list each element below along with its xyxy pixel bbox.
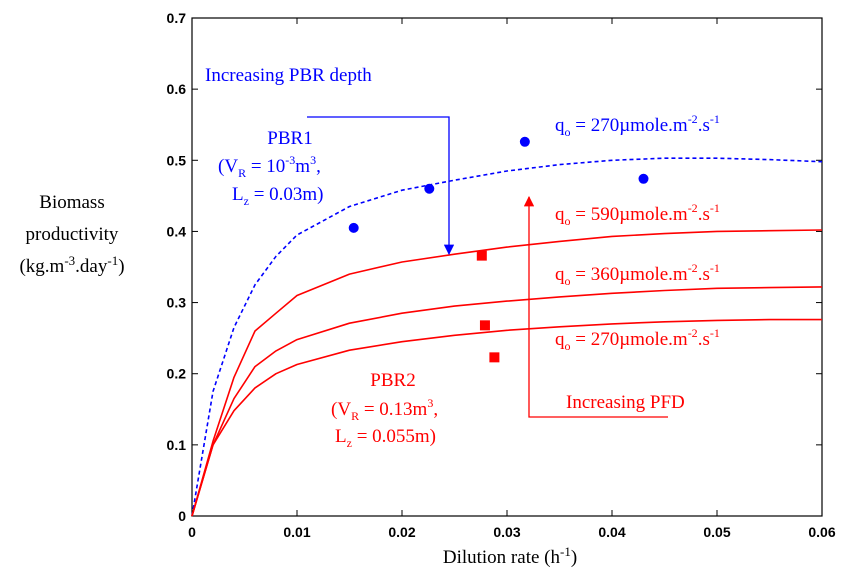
y-tick-label: 0.6 [167, 81, 187, 97]
data-point-square [476, 250, 487, 261]
series-line-1 [191, 157, 823, 517]
svg-text:(VR = 10-3m3,: (VR = 10-3m3, [218, 153, 321, 180]
data-point-circle [424, 183, 435, 194]
y-tick-label: 0.3 [167, 295, 187, 311]
data-point-square [489, 352, 500, 363]
x-tick-label: 0.03 [493, 524, 520, 540]
q-label-270-blue: qo = 270µmole.m-2.s-1 [555, 112, 720, 139]
x-tick-label: 0 [188, 524, 196, 540]
increasing-pfd-label: Increasing PFD [566, 392, 685, 413]
data-point-circle [348, 222, 359, 233]
data-point-square [479, 320, 490, 331]
y-tick-label: 0.2 [167, 366, 187, 382]
data-point-circle [519, 136, 530, 147]
svg-text:(VR = 0.13m3,: (VR = 0.13m3, [331, 396, 438, 423]
q-label-360: qo = 360µmole.m-2.s-1 [555, 261, 720, 288]
series-layer [191, 157, 823, 517]
increasing-pbr-depth-arrow [307, 116, 455, 256]
x-tick-label: 0.02 [388, 524, 415, 540]
pbr1-annotation: PBR1 (VR = 10-3m3, Lz = 0.03m) [218, 128, 324, 208]
y-tick-label: 0.5 [167, 152, 187, 168]
svg-text:PBR2: PBR2 [370, 370, 415, 391]
x-tick-label: 0.04 [598, 524, 625, 540]
series-line-4 [191, 318, 822, 517]
y-tick-label: 0.4 [167, 223, 187, 239]
increasing-pbr-depth-label: Increasing PBR depth [205, 65, 372, 86]
data-point-circle [638, 173, 649, 184]
series-line-2 [191, 229, 823, 517]
y-tick-label: 0 [178, 508, 186, 524]
pbr2-annotation: PBR2 (VR = 0.13m3, Lz = 0.055m) [331, 370, 438, 450]
y-tick-label: 0.1 [167, 437, 187, 453]
x-tick-label: 0.05 [703, 524, 730, 540]
points-layer [348, 136, 649, 363]
increasing-pfd-arrow [523, 195, 668, 418]
svg-text:Biomass: Biomass [39, 192, 104, 213]
svg-text:Lz = 0.03m): Lz = 0.03m) [232, 184, 324, 208]
q-label-270-red: qo = 270µmole.m-2.s-1 [555, 326, 720, 353]
series-line-3 [191, 286, 823, 517]
svg-text:productivity: productivity [26, 224, 119, 245]
x-tick-label: 0.06 [808, 524, 835, 540]
q-label-590: qo = 590µmole.m-2.s-1 [555, 201, 720, 228]
plot-frame [191, 17, 823, 517]
axis-ticks: 0 0.01 0.02 0.03 0.04 0.05 0.06 0 0.1 0.2 0.3 0.4 0.… [167, 10, 836, 540]
x-tick-label: 0.01 [283, 524, 310, 540]
x-axis-label: Dilution rate (h-1) [443, 544, 577, 568]
svg-text:Lz = 0.055m): Lz = 0.055m) [335, 426, 436, 450]
svg-text:PBR1: PBR1 [267, 128, 312, 149]
svg-text:(kg.m-3.day-1): (kg.m-3.day-1) [19, 253, 124, 277]
y-axis-label: Biomass productivity (kg.m-3.day-1) [19, 192, 124, 277]
q-labels: qo = 270µmole.m-2.s-1 qo = 590µmole.m-2.… [555, 112, 720, 353]
y-tick-label: 0.7 [167, 10, 187, 26]
